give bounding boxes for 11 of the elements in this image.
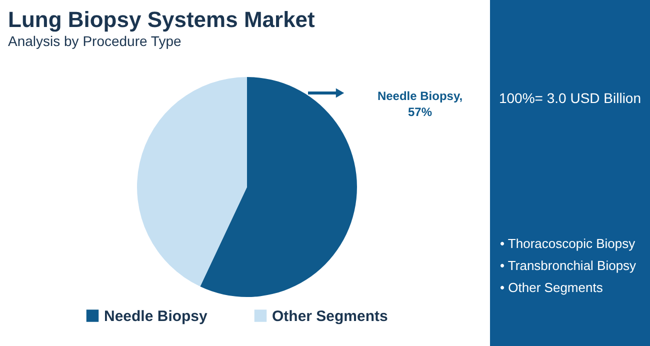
pie-slice [200,77,357,297]
text: • Transbronchial Biopsy [500,258,637,273]
legend-label: Other Segments [272,308,388,325]
text: • Thoracoscopic Biopsy [500,236,636,251]
legend-label: Needle Biopsy [104,308,208,325]
chart-subtitle: Analysis by Procedure Type [8,33,182,49]
text: • Other Segments [500,280,604,295]
data-label: Needle Biopsy, 57% [377,89,463,119]
chart-title: Lung Biopsy Systems Market [8,7,316,32]
pie-slice [137,77,247,287]
text: 100%= 3.0 USD Billion [498,90,642,106]
